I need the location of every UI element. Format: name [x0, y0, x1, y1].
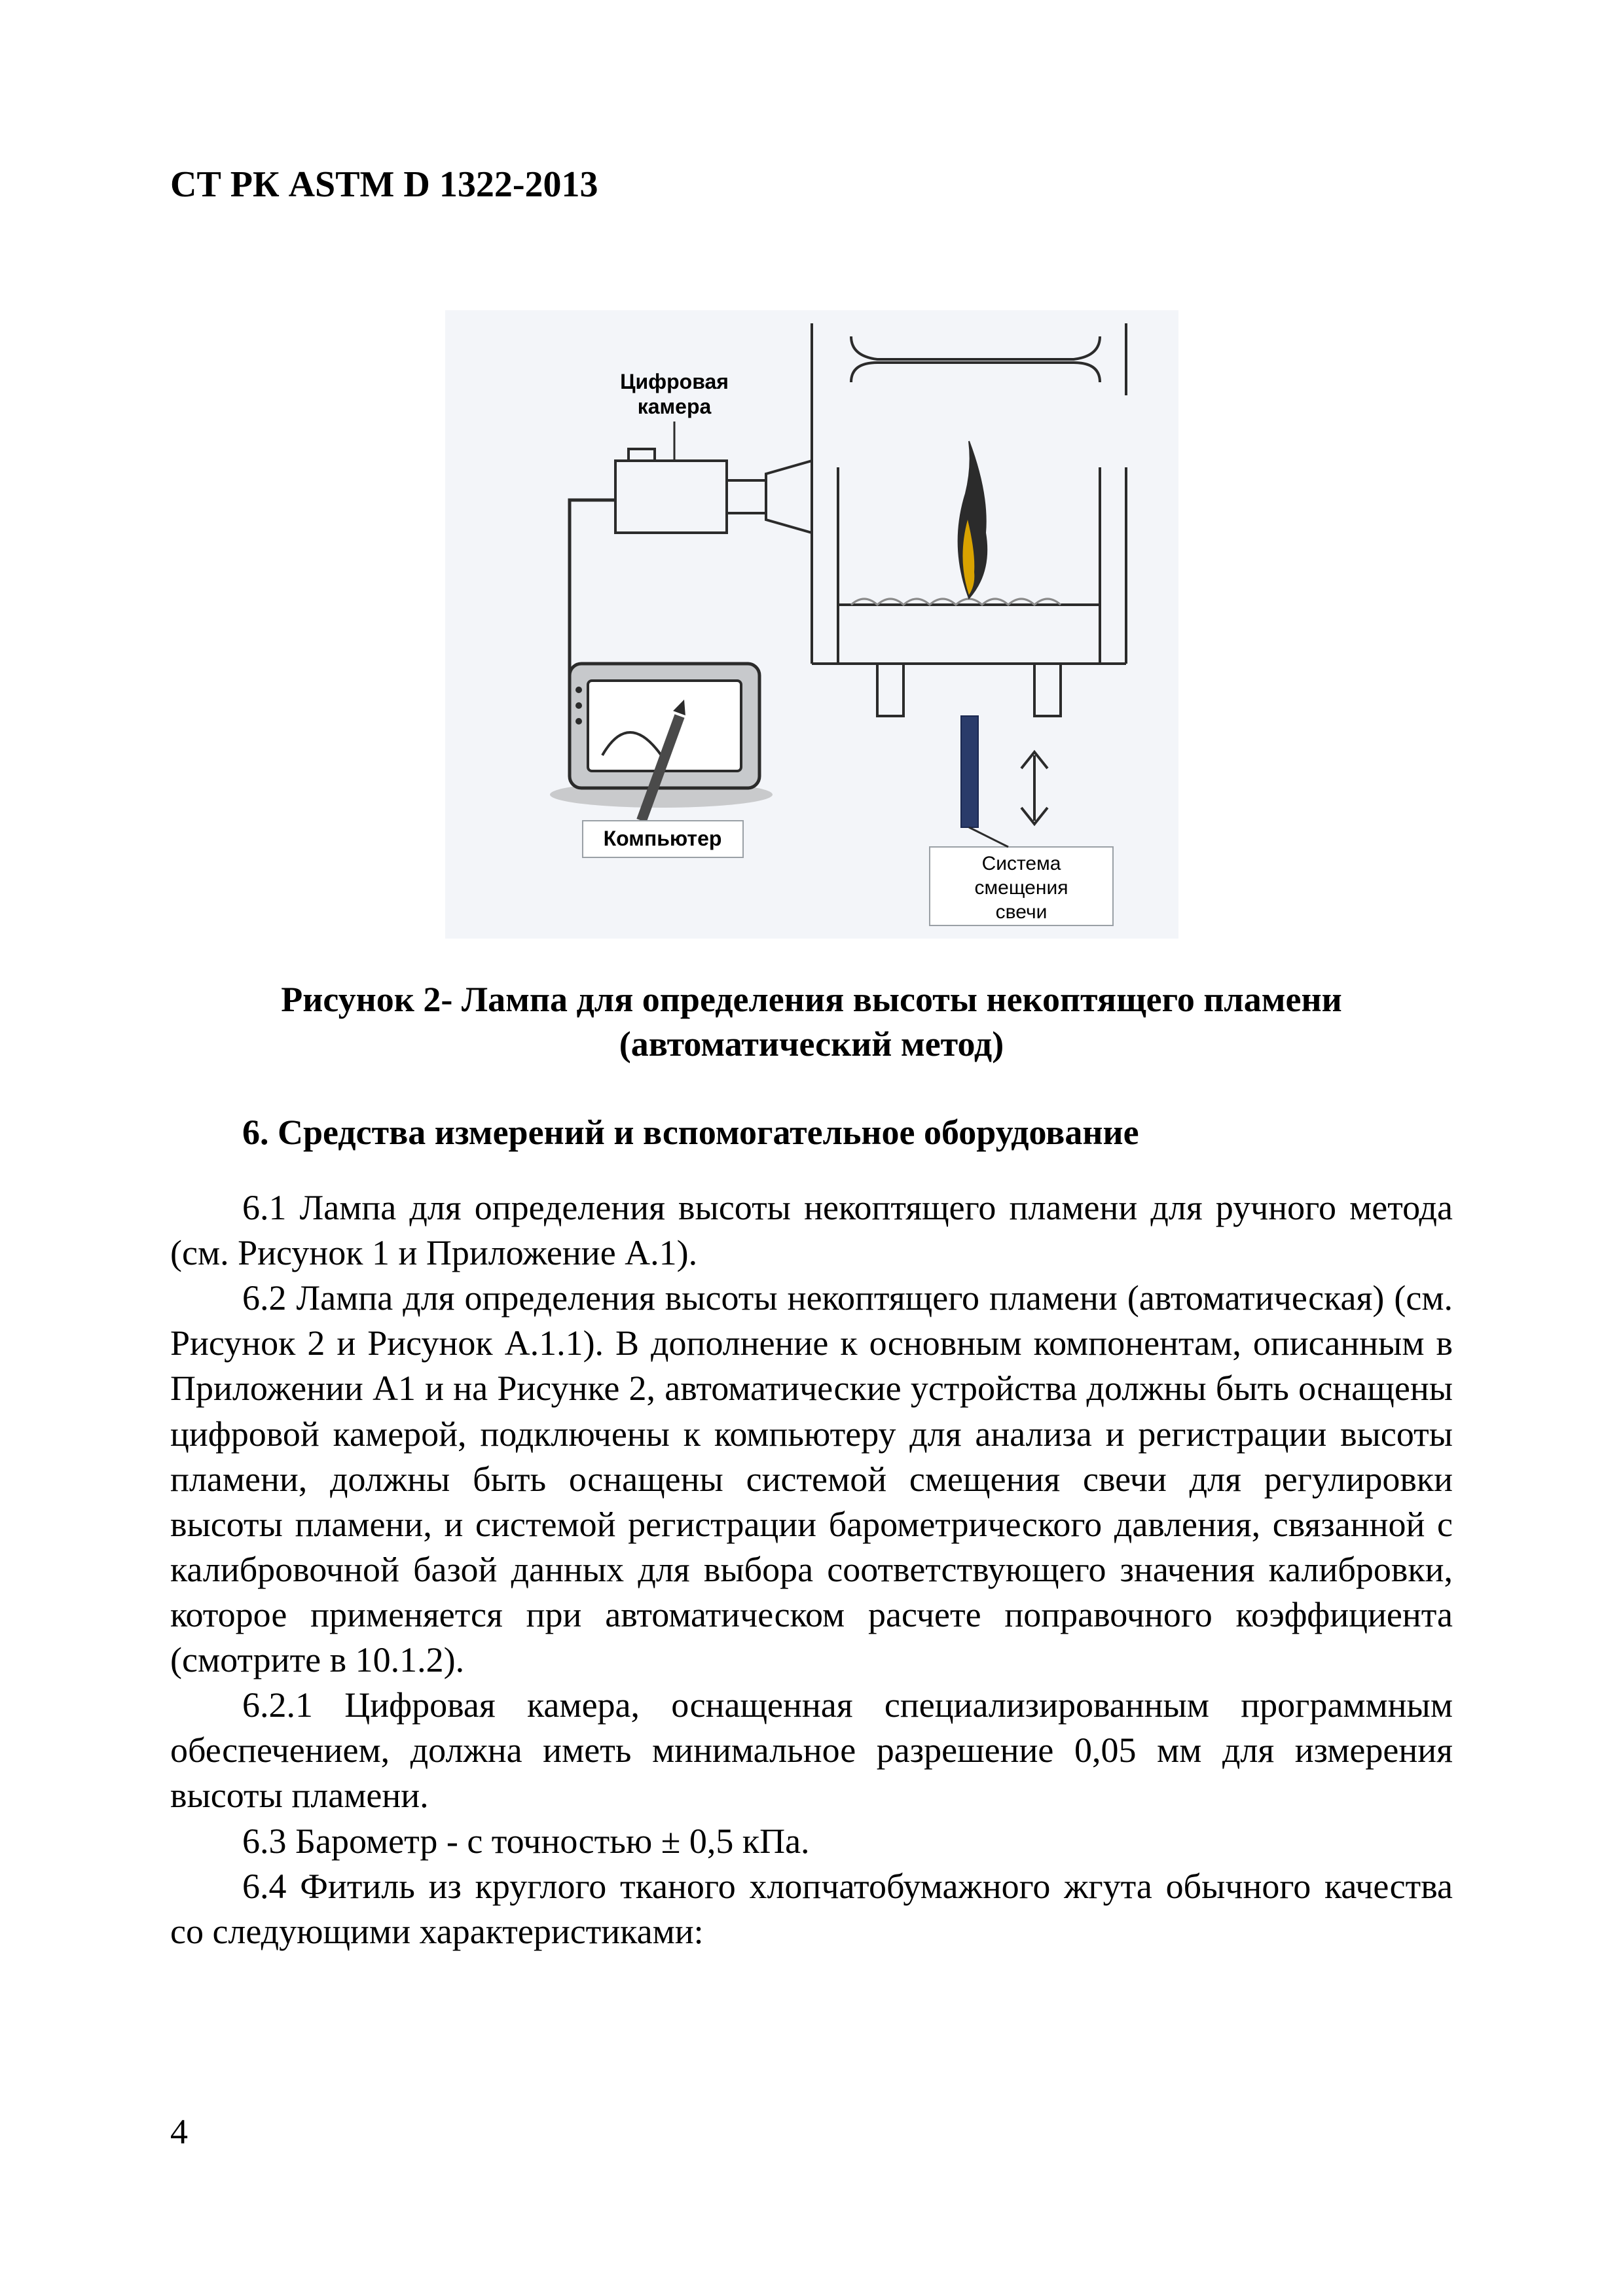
svg-text:Компьютер: Компьютер: [603, 827, 721, 850]
figure-caption-line2: (автоматический метод): [619, 1024, 1004, 1064]
para-6-2: 6.2 Лампа для определения высоты некоптя…: [170, 1276, 1453, 1683]
para-6-1: 6.1 Лампа для определения высоты некоптя…: [170, 1185, 1453, 1276]
figure-2: Система смещения свечи Цифровая камера: [170, 297, 1453, 952]
svg-text:свечи: свечи: [995, 901, 1047, 923]
candle-icon: [961, 716, 978, 827]
figure-caption-line1: Рисунок 2- Лампа для определения высоты …: [281, 980, 1341, 1019]
svg-text:Цифровая: Цифровая: [620, 370, 729, 393]
computer-icon: [550, 664, 773, 822]
figure-2-caption: Рисунок 2- Лампа для определения высоты …: [170, 978, 1453, 1066]
svg-text:Система: Система: [981, 853, 1061, 874]
document-header: СТ РК ASTM D 1322-2013: [170, 164, 1453, 206]
section-6-heading: 6. Средства измерений и вспомогательное …: [170, 1112, 1453, 1153]
para-6-4: 6.4 Фитиль из круглого тканого хлопчатоб…: [170, 1864, 1453, 1954]
para-6-2-1: 6.2.1 Цифровая камера, оснащенная специа…: [170, 1683, 1453, 1818]
figure-2-svg: Система смещения свечи Цифровая камера: [419, 297, 1205, 952]
para-6-3: 6.3 Барометр - с точностью ± 0,5 кПа.: [170, 1819, 1453, 1864]
page: СТ РК ASTM D 1322-2013: [0, 0, 1623, 2296]
page-number: 4: [170, 2111, 188, 2152]
system-label: Система смещения свечи: [930, 847, 1113, 925]
svg-text:камера: камера: [637, 395, 711, 418]
computer-label: Компьютер: [583, 821, 743, 857]
svg-text:смещения: смещения: [974, 877, 1068, 899]
